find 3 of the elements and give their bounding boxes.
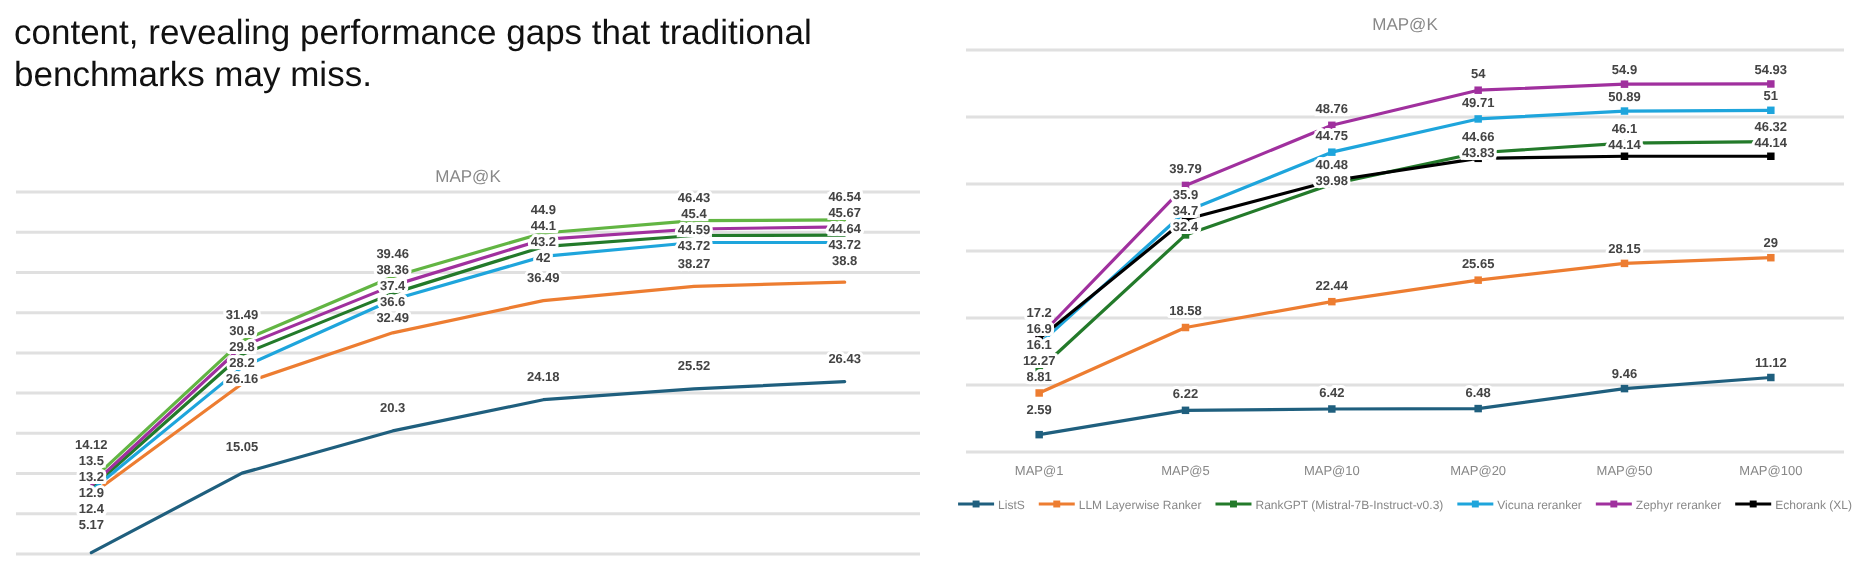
chart-title: MAP@K	[435, 166, 502, 186]
text: content, revealing performance gaps that traditional benchmarks may miss.	[14, 12, 812, 94]
chart-title: MAP@K	[1372, 14, 1439, 34]
